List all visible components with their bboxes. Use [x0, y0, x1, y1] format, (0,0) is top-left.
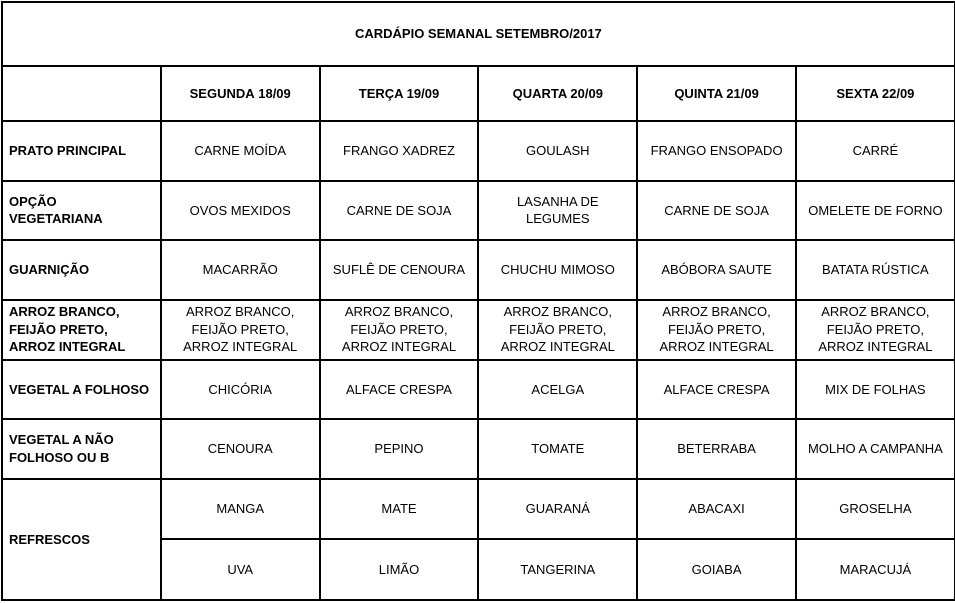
menu-cell: CARNE DE SOJA	[318, 179, 480, 242]
menu-cell: TOMATE	[477, 418, 639, 480]
table-row-arroz-feijao: ARROZ BRANCO, FEIJÃO PRETO, ARROZ INTEGR…	[1, 298, 955, 361]
menu-cell: CHUCHU MIMOSO	[477, 239, 639, 301]
table-row-prato-principal: PRATO PRINCIPAL CARNE MOÍDA FRANGO XADRE…	[1, 120, 955, 182]
row-label-vegetal-nao-folhoso: VEGETAL A NÃO FOLHOSO OU B	[1, 418, 162, 480]
menu-cell: ARROZ BRANCO, FEIJÃO PRETO, ARROZ INTEGR…	[318, 298, 480, 361]
menu-cell: CARNE MOÍDA	[159, 120, 321, 182]
menu-cell: ARROZ BRANCO, FEIJÃO PRETO, ARROZ INTEGR…	[159, 298, 321, 361]
row-label-arroz-feijao: ARROZ BRANCO, FEIJÃO PRETO, ARROZ INTEGR…	[1, 298, 162, 361]
row-label-prato-principal: PRATO PRINCIPAL	[1, 120, 162, 182]
day-header-tuesday: TERÇA 19/09	[318, 64, 480, 123]
menu-cell: CHICÓRIA	[159, 358, 321, 421]
menu-cell: MACARRÃO	[159, 239, 321, 301]
menu-cell: ARROZ BRANCO, FEIJÃO PRETO, ARROZ INTEGR…	[636, 298, 797, 361]
menu-cell: CARRÉ	[794, 120, 955, 182]
menu-cell: CARNE DE SOJA	[636, 179, 797, 242]
menu-cell: TANGERINA	[477, 538, 639, 601]
menu-cell: OVOS MEXIDOS	[159, 179, 321, 242]
table-row-refrescos-2: UVA LIMÃO TANGERINA GOIABA MARACUJÁ	[2, 538, 955, 601]
day-header-wednesday: QUARTA 20/09	[477, 64, 639, 123]
menu-cell: GROSELHA	[794, 477, 955, 541]
row-label-opcao-vegetariana: OPÇÃO VEGETARIANA	[1, 179, 162, 242]
menu-cell: GUARANÁ	[477, 477, 639, 541]
menu-cell: MIX DE FOLHAS	[794, 358, 955, 421]
menu-cell: GOIABA	[636, 538, 797, 601]
menu-cell: MANGA	[159, 477, 321, 541]
menu-cell: FRANGO XADREZ	[318, 120, 480, 182]
table-row-guarnicao: GUARNIÇÃO MACARRÃO SUFLÊ DE CENOURA CHUC…	[1, 239, 955, 301]
table-row-opcao-vegetariana: OPÇÃO VEGETARIANA OVOS MEXIDOS CARNE DE …	[1, 179, 955, 242]
menu-cell: LASANHA DE LEGUMES	[477, 179, 639, 242]
menu-cell: MARACUJÁ	[794, 538, 955, 601]
menu-cell: UVA	[159, 538, 321, 601]
menu-cell: FRANGO ENSOPADO	[636, 120, 797, 182]
table-row-vegetal-nao-folhoso: VEGETAL A NÃO FOLHOSO OU B CENOURA PEPIN…	[1, 418, 955, 480]
menu-cell: ARROZ BRANCO, FEIJÃO PRETO, ARROZ INTEGR…	[794, 298, 955, 361]
day-header-row: SEGUNDA 18/09 TERÇA 19/09 QUARTA 20/09 Q…	[1, 64, 955, 123]
menu-cell: MOLHO A CAMPANHA	[794, 418, 955, 480]
menu-cell: ALFACE CRESPA	[318, 358, 480, 421]
title-row: CARDÁPIO SEMANAL SETEMBRO/2017	[1, 1, 955, 67]
table-row-vegetal-folhoso: VEGETAL A FOLHOSO CHICÓRIA ALFACE CRESPA…	[1, 358, 955, 421]
menu-cell: LIMÃO	[318, 538, 480, 601]
table-row-refrescos-1: REFRESCOS MANGA MATE GUARANÁ ABACAXI GRO…	[1, 477, 955, 602]
menu-cell: OMELETE DE FORNO	[794, 179, 955, 242]
row-label-guarnicao: GUARNIÇÃO	[1, 239, 162, 301]
page-title: CARDÁPIO SEMANAL SETEMBRO/2017	[1, 1, 955, 67]
row-label-refrescos: REFRESCOS	[1, 477, 162, 602]
menu-cell: PEPINO	[318, 418, 480, 480]
day-header-friday: SEXTA 22/09	[794, 64, 955, 123]
day-header-monday: SEGUNDA 18/09	[159, 64, 321, 123]
menu-cell: BETERRABA	[636, 418, 797, 480]
menu-cell: MATE	[318, 477, 480, 541]
menu-cell: ACELGA	[477, 358, 639, 421]
menu-cell: CENOURA	[159, 418, 321, 480]
menu-cell: ABACAXI	[636, 477, 797, 541]
row-label-vegetal-folhoso: VEGETAL A FOLHOSO	[1, 358, 162, 421]
corner-empty-cell	[1, 64, 162, 123]
menu-cell: BATATA RÚSTICA	[794, 239, 955, 301]
menu-cell: ARROZ BRANCO, FEIJÃO PRETO, ARROZ INTEGR…	[477, 298, 639, 361]
menu-cell: SUFLÊ DE CENOURA	[318, 239, 480, 301]
menu-cell: ABÓBORA SAUTE	[636, 239, 797, 301]
menu-cell: ALFACE CRESPA	[636, 358, 797, 421]
day-header-thursday: QUINTA 21/09	[636, 64, 797, 123]
menu-cell: GOULASH	[477, 120, 639, 182]
